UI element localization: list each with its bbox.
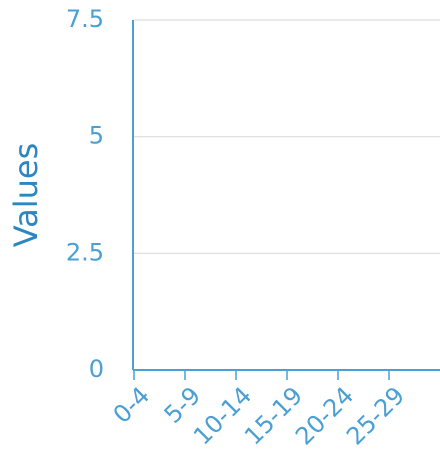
y-tick-label: 0 <box>89 355 104 383</box>
y-tick-label: 7.5 <box>66 5 104 33</box>
axes <box>132 20 440 371</box>
y-tick-labels: 0 2.5 5 7.5 <box>66 5 104 383</box>
x-tick-label: 20-24 <box>290 381 359 450</box>
gridlines <box>133 19 440 254</box>
y-tick-label: 2.5 <box>66 238 104 266</box>
x-tick-label: 0-4 <box>108 381 156 429</box>
x-tick-label: 10-14 <box>188 381 257 450</box>
x-tick-label: 15-19 <box>239 381 308 450</box>
y-axis-label: Values <box>7 143 45 248</box>
y-tick-label: 5 <box>89 122 104 150</box>
x-tick-label: 25-29 <box>341 381 410 450</box>
